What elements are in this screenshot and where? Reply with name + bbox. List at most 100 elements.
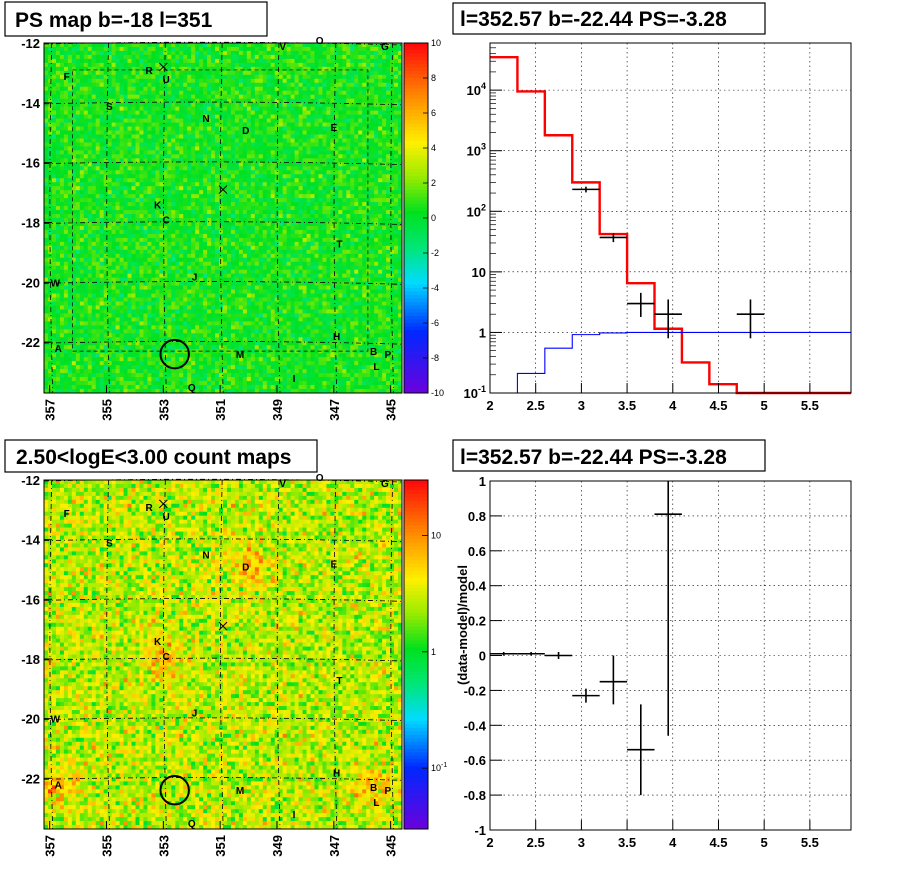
ps-map-cell	[266, 78, 272, 84]
ps-map-cell	[91, 253, 97, 259]
ps-map-cell	[246, 66, 252, 72]
ps-map-cell	[195, 118, 200, 123]
ps-map-cell	[262, 102, 268, 108]
ps-map-cell	[274, 146, 280, 151]
ps-map-cell	[155, 245, 160, 251]
ps-map-cell	[71, 245, 77, 251]
ps-map-cell	[266, 253, 272, 259]
ps-map-cell	[67, 261, 73, 267]
ps-map-cell	[310, 106, 315, 112]
ps-map-cell	[171, 261, 176, 267]
ps-map-cell	[155, 102, 160, 108]
ps-map-cell	[262, 186, 268, 191]
ps-map-cell	[143, 158, 148, 163]
ps-map-cell	[374, 218, 379, 223]
ps-map-cell	[322, 94, 327, 100]
ps-map-cell	[334, 194, 339, 199]
ps-map-cell	[338, 66, 343, 72]
ps-map-cell	[131, 206, 136, 211]
ps-map-cell	[139, 50, 144, 56]
ps-map-cell	[75, 66, 81, 72]
ps-map-cell	[199, 241, 204, 247]
ps-map-cell	[354, 225, 359, 231]
ps-map-cell	[215, 90, 220, 96]
ps-map-cell	[83, 261, 89, 267]
ps-map-cell	[318, 233, 323, 239]
ps-map-cell	[378, 106, 383, 112]
ps-map-cell	[119, 70, 124, 76]
ps-map-cell	[123, 158, 128, 163]
ps-map-cell	[59, 218, 65, 223]
ps-map-cell	[354, 182, 359, 187]
ps-map-cell	[211, 62, 216, 68]
ps-map-cell	[95, 54, 101, 60]
ps-map-cell	[175, 190, 180, 195]
ps-map-cell	[330, 174, 335, 179]
ps-map-cell	[171, 106, 176, 112]
ps-map-cell	[179, 245, 184, 251]
ps-map-cell	[79, 46, 85, 52]
ps-map-cell	[167, 138, 172, 143]
ps-map-cell	[47, 94, 53, 100]
ps-map-cell	[322, 253, 327, 259]
ps-map-cell	[358, 110, 363, 115]
ps-map-cell	[274, 90, 280, 96]
ps-map-cell	[394, 82, 399, 88]
ps-map-cell	[282, 241, 288, 247]
ps-map-cell	[135, 130, 140, 135]
ps-map-cell	[207, 218, 212, 223]
ps-map-cell	[354, 54, 359, 60]
ps-map-cell	[290, 118, 295, 123]
ps-map-cell	[246, 257, 252, 263]
ps-map-cell	[87, 241, 93, 247]
ps-map-cell	[358, 249, 363, 255]
ps-map-cell	[155, 66, 160, 72]
ps-map-cell	[250, 102, 256, 108]
ps-map-cell	[378, 110, 383, 115]
ps-map-cell	[246, 198, 252, 203]
ps-map-cell	[123, 241, 128, 247]
ps-map-cell	[59, 138, 65, 143]
ps-map-cell	[87, 198, 93, 203]
ps-map-cell	[123, 122, 128, 127]
ps-map-cell	[143, 241, 148, 247]
ps-map-cell	[219, 202, 224, 207]
ps-map-cell	[223, 94, 228, 100]
ps-map-cell	[290, 86, 295, 92]
ps-map-cell	[354, 94, 359, 100]
ps-map-cell	[87, 50, 93, 56]
ps-map-cell	[318, 118, 323, 123]
ps-map-cell	[254, 186, 260, 191]
ps-map-cell	[44, 245, 49, 251]
ps-map-cell	[250, 142, 256, 147]
ps-map-cell	[254, 229, 260, 235]
ps-map-cell	[203, 257, 208, 263]
ps-map-cell	[278, 166, 284, 171]
ps-map-cell	[223, 194, 228, 199]
ps-map-cell	[302, 241, 307, 247]
ps-map-cell	[207, 94, 212, 100]
ps-map-cell	[159, 186, 164, 191]
ps-map-cell	[131, 158, 136, 163]
ps-map-cell	[167, 74, 172, 80]
ps-map-cell	[179, 170, 184, 175]
ps-map-cell	[139, 190, 144, 195]
ps-map-cell	[266, 142, 272, 147]
ps-map-cell	[155, 190, 160, 195]
ps-map-cell	[87, 233, 93, 239]
ps-map-cell	[366, 174, 371, 179]
ps-map-cell	[207, 162, 212, 167]
ps-map-cell	[330, 202, 335, 207]
ps-map-cell	[67, 229, 73, 235]
ps-map-cell	[83, 245, 89, 251]
ps-map-cell	[99, 126, 105, 131]
ps-map-cell	[63, 114, 69, 119]
ps-map-cell	[358, 158, 363, 163]
ps-map-cell	[71, 186, 77, 191]
ps-map-cell	[151, 214, 156, 219]
ps-map-cell	[199, 130, 204, 135]
ps-map-cell	[250, 150, 256, 155]
ps-map-cell	[155, 210, 160, 215]
ps-map-cell	[358, 70, 363, 76]
ps-map-cell	[278, 130, 284, 135]
